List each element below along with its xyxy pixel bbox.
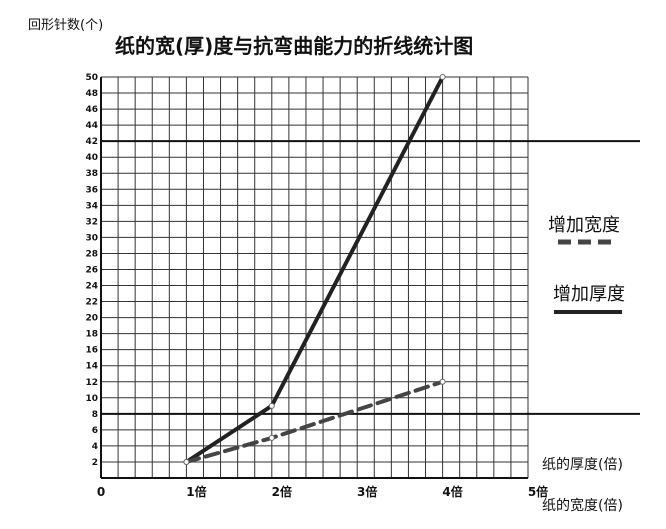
y-tick-label: 24 bbox=[85, 282, 98, 292]
data-point bbox=[183, 458, 190, 465]
legend-label-width: 增加宽度 bbox=[548, 215, 620, 236]
x-axis-label-thickness: 纸的厚度(倍) bbox=[542, 457, 623, 473]
x-tick-labels: 0 1倍 2倍 3倍 4倍 5倍 bbox=[97, 484, 548, 499]
y-tick-label: 12 bbox=[85, 378, 98, 388]
y-tick-label: 14 bbox=[85, 362, 98, 372]
x-tick-label: 3倍 bbox=[357, 484, 377, 499]
y-tick-label: 46 bbox=[85, 105, 98, 115]
y-tick-label: 36 bbox=[85, 185, 98, 195]
y-tick-label: 26 bbox=[85, 265, 98, 275]
y-tick-label: 18 bbox=[85, 330, 98, 340]
data-point bbox=[439, 378, 446, 385]
y-axis-label: 回形针数(个) bbox=[28, 18, 103, 33]
y-tick-label: 48 bbox=[85, 89, 98, 99]
data-point bbox=[268, 434, 275, 441]
y-tick-label: 20 bbox=[85, 314, 98, 324]
y-tick-label: 30 bbox=[85, 233, 98, 243]
y-tick-label: 34 bbox=[85, 201, 98, 211]
chart-title: 纸的宽(厚)度与抗弯曲能力的折线统计图 bbox=[115, 34, 473, 58]
y-tick-label: 38 bbox=[85, 169, 98, 179]
reference-lines bbox=[101, 140, 640, 415]
y-tick-label: 44 bbox=[85, 121, 98, 131]
x-tick-label: 1倍 bbox=[186, 484, 206, 499]
y-tick-label: 50 bbox=[85, 73, 98, 83]
y-tick-labels: 2468101214161820222426283032343638404244… bbox=[85, 73, 98, 468]
legend: 增加宽度 增加厚度 bbox=[548, 215, 625, 314]
data-point bbox=[268, 402, 275, 409]
y-tick-label: 28 bbox=[85, 249, 98, 259]
data-point bbox=[439, 74, 446, 80]
y-tick-label: 16 bbox=[85, 346, 98, 356]
x-tick-label: 0 bbox=[97, 485, 105, 499]
y-tick-label: 6 bbox=[92, 426, 98, 436]
y-tick-label: 22 bbox=[85, 298, 98, 308]
y-tick-label: 8 bbox=[92, 410, 98, 420]
series-line-width bbox=[184, 379, 445, 464]
x-tick-label: 4倍 bbox=[442, 484, 462, 499]
grid bbox=[100, 76, 529, 479]
x-axis-label-width: 纸的宽度(倍) bbox=[542, 497, 623, 514]
y-tick-label: 42 bbox=[85, 137, 98, 147]
y-tick-label: 10 bbox=[85, 394, 98, 404]
y-tick-label: 2 bbox=[92, 458, 98, 468]
x-tick-label: 5倍 bbox=[528, 484, 548, 499]
y-tick-label: 32 bbox=[85, 217, 98, 227]
x-tick-label: 2倍 bbox=[272, 484, 292, 499]
series-lines bbox=[183, 74, 446, 465]
y-tick-label: 40 bbox=[85, 153, 98, 163]
y-tick-label: 4 bbox=[92, 442, 98, 452]
axes bbox=[100, 77, 528, 479]
legend-label-thickness: 增加厚度 bbox=[553, 284, 625, 305]
